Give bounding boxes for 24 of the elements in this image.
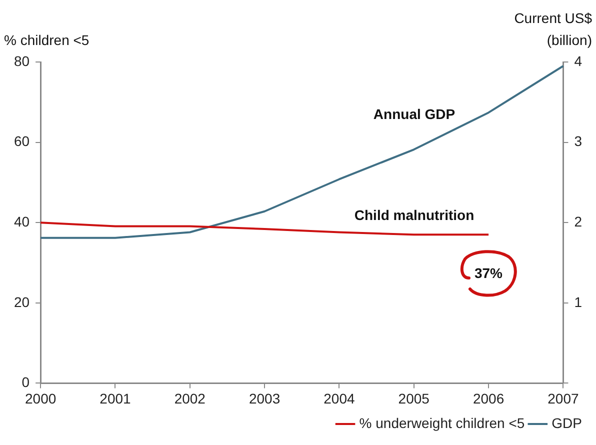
x-tick-label: 2005 (398, 390, 430, 406)
x-tick-label: 2007 (548, 390, 579, 406)
x-tick-label: 2001 (100, 390, 132, 406)
annotation: Annual GDP (373, 106, 456, 122)
legend-label: % underweight children <5 (359, 414, 525, 431)
y2-tick-label: 1 (574, 294, 582, 310)
y2-tick-label: 3 (574, 133, 582, 150)
y2-tick-label: 2 (574, 213, 582, 230)
y-axis-title: % children <5 (4, 32, 90, 48)
x-tick-label: 2006 (472, 390, 504, 406)
y-tick-label: 20 (14, 294, 30, 310)
x-tick-label: 2004 (324, 390, 356, 406)
annotation: Child malnutrition (354, 207, 474, 224)
legend-label: GDP (552, 414, 582, 431)
y-tick-label: 40 (14, 213, 30, 230)
y2-axis-title: Current US$ (billion) (514, 10, 592, 48)
x-tick-label: 2002 (174, 390, 206, 406)
x-tick-label: 2000 (24, 390, 56, 406)
x-tick-label: 2003 (248, 390, 280, 406)
annotation: 37% (474, 264, 504, 281)
y-tick-label: 60 (14, 133, 30, 150)
y-tick-label: 80 (14, 52, 30, 69)
y2-tick-label: 4 (574, 52, 582, 69)
y-tick-label: 0 (22, 374, 30, 390)
